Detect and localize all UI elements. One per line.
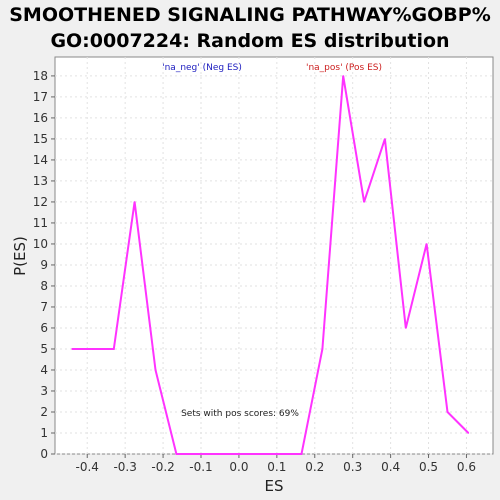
data-point (300, 453, 303, 455)
x-axis-label: ES (265, 477, 284, 495)
y-tick-label: 10 (33, 237, 48, 251)
data-point (133, 201, 136, 203)
data-point (92, 348, 94, 350)
y-tick-label: 15 (33, 132, 48, 146)
chart-title-line-1: SMOOTHENED SIGNALING PATHWAY%GOBP% (9, 4, 491, 26)
y-tick-label: 9 (40, 258, 48, 272)
y-tick-label: 13 (33, 174, 48, 188)
x-tick-label: -0.2 (151, 460, 174, 474)
data-point (238, 453, 240, 455)
chart-title: SMOOTHENED SIGNALING PATHWAY%GOBP% GO:00… (0, 2, 500, 54)
series-line (72, 75, 470, 455)
y-tick-label: 8 (40, 279, 48, 293)
legend-entry: 'na_neg' (Neg ES) (162, 63, 242, 73)
y-tick-label: 3 (40, 384, 48, 398)
data-point (404, 327, 407, 329)
x-tick-label: 0.3 (343, 460, 362, 474)
data-point (196, 453, 199, 455)
legend-entry: 'na_pos' (Pos ES) (306, 63, 382, 73)
data-point (71, 348, 73, 350)
data-point (363, 201, 365, 203)
data-point (175, 453, 178, 455)
data-point (384, 138, 386, 140)
y-tick-label: 14 (33, 153, 48, 167)
y-tick-label: 11 (33, 216, 48, 230)
x-tick-label: -0.4 (76, 460, 99, 474)
data-point (154, 369, 157, 371)
x-tick-label: 0.0 (229, 460, 248, 474)
data-point (217, 453, 219, 455)
annotation-text: Sets with pos scores: 69% (181, 409, 299, 419)
series-layer (71, 75, 470, 455)
data-point (467, 432, 470, 434)
y-tick-label: 17 (33, 90, 48, 104)
y-tick-label: 7 (40, 300, 48, 314)
data-point (425, 243, 428, 245)
x-tick-label: 0.4 (381, 460, 400, 474)
y-tick-label: 5 (40, 342, 48, 356)
data-point (321, 348, 324, 350)
y-tick-label: 1 (40, 426, 48, 440)
x-tick-label: -0.1 (189, 460, 212, 474)
y-tick-label: 4 (40, 363, 48, 377)
x-tick-label: 0.5 (419, 460, 438, 474)
y-tick-label: 12 (33, 195, 48, 209)
y-tick-label: 0 (40, 447, 48, 461)
legend: 'na_neg' (Neg ES) 'na_pos' (Pos ES) (162, 63, 382, 73)
chart-title-line-2: GO:0007224: Random ES distribution (50, 30, 450, 52)
grid-lines (55, 57, 493, 455)
y-axis-label: P(ES) (11, 236, 29, 276)
y-tick-label: 16 (33, 111, 48, 125)
data-point (279, 453, 282, 455)
data-point (446, 411, 449, 413)
x-tick-label: 0.1 (267, 460, 286, 474)
x-tick-label: 0.6 (457, 460, 476, 474)
x-tick-label: -0.3 (113, 460, 136, 474)
y-tick-label: 6 (40, 321, 48, 335)
data-point (258, 453, 261, 455)
data-point (112, 348, 115, 350)
x-tick-label: 0.2 (305, 460, 324, 474)
y-tick-label: 2 (40, 405, 48, 419)
y-tick-label: 18 (33, 69, 48, 83)
data-point (342, 75, 345, 77)
